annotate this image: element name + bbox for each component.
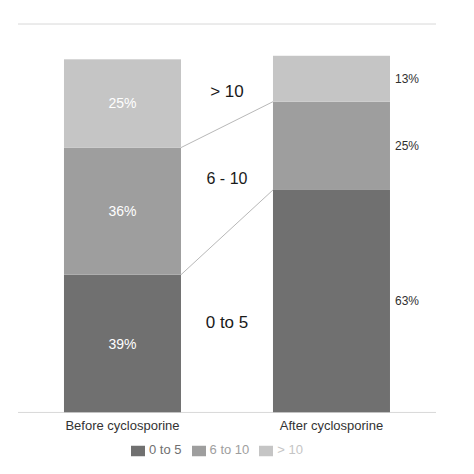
html-text:0 to 5: 0 to 5	[149, 442, 182, 458]
svg-text:0 to 5: 0 to 5	[206, 313, 249, 332]
svg-text:25%: 25%	[108, 95, 136, 111]
svg-text:25%: 25%	[395, 139, 419, 153]
svg-text:63%: 63%	[395, 294, 419, 308]
svg-text:39%: 39%	[108, 336, 136, 352]
html-text:6 to 10: 6 to 10	[209, 442, 250, 458]
svg-text:> 10: > 10	[210, 82, 244, 101]
svg-text:36%: 36%	[108, 203, 136, 219]
svg-text:After cyclosporine: After cyclosporine	[280, 418, 383, 433]
html-text:> 10: > 10	[277, 442, 303, 458]
svg-text:13%: 13%	[395, 72, 419, 86]
svg-text:Before cyclosporine: Before cyclosporine	[65, 418, 179, 433]
svg-text:6 - 10: 6 - 10	[207, 170, 248, 187]
